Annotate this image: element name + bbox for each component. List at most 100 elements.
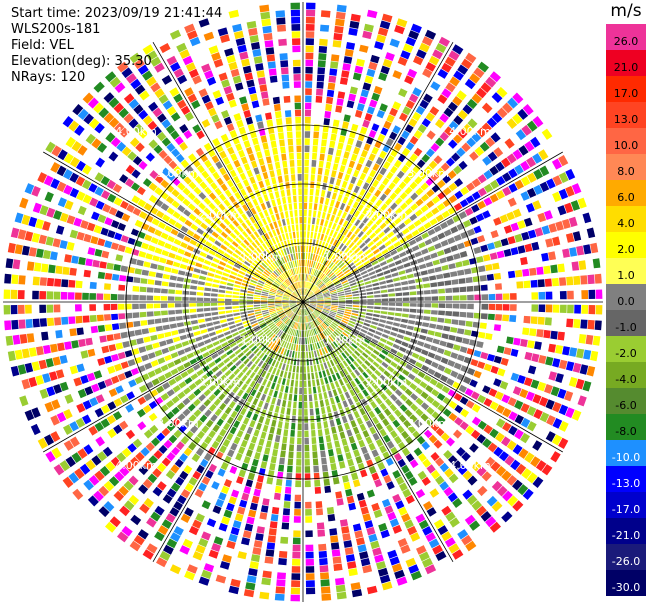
velocity-gate <box>32 276 40 286</box>
velocity-gate <box>316 379 320 386</box>
velocity-gate <box>222 422 231 431</box>
velocity-gate <box>130 367 140 376</box>
velocity-gate <box>226 286 233 291</box>
velocity-gate <box>283 225 288 233</box>
velocity-gate <box>330 308 338 311</box>
velocity-gate <box>394 379 402 387</box>
velocity-gate <box>303 231 306 238</box>
velocity-gate <box>102 446 113 457</box>
velocity-gate <box>309 238 313 246</box>
velocity-gate <box>346 325 354 330</box>
velocity-gate <box>299 288 302 296</box>
velocity-gate <box>309 275 313 282</box>
velocity-gate <box>98 485 110 497</box>
velocity-gate <box>337 346 343 354</box>
velocity-gate <box>375 268 383 274</box>
velocity-gate <box>166 538 178 549</box>
velocity-gate <box>471 191 481 201</box>
velocity-gate <box>39 304 47 313</box>
velocity-gate <box>413 130 423 139</box>
velocity-gate <box>363 23 374 33</box>
velocity-gate <box>213 398 221 407</box>
velocity-gate <box>271 506 280 515</box>
velocity-gate <box>246 20 257 29</box>
velocity-gate <box>250 363 257 371</box>
velocity-gate <box>409 459 419 469</box>
velocity-gate <box>164 225 173 233</box>
velocity-gate <box>490 461 501 472</box>
velocity-gate <box>398 414 407 423</box>
velocity-gate <box>422 68 433 78</box>
velocity-gate <box>280 189 286 197</box>
velocity-gate <box>315 95 323 103</box>
velocity-gate <box>117 373 126 382</box>
velocity-gate <box>395 476 405 485</box>
velocity-gate <box>162 214 171 222</box>
velocity-gate <box>73 377 83 387</box>
velocity-gate <box>357 334 364 340</box>
velocity-gate <box>162 494 173 504</box>
velocity-gate <box>269 323 275 329</box>
instrument-label: WLS200s-181 <box>11 22 101 37</box>
velocity-gate <box>507 495 519 507</box>
velocity-gate <box>281 378 286 386</box>
velocity-gate <box>278 312 285 317</box>
colorbar-swatch <box>606 206 646 232</box>
velocity-gate <box>161 167 171 177</box>
velocity-gate <box>171 148 181 158</box>
velocity-gate <box>353 340 360 346</box>
velocity-gate <box>210 182 218 190</box>
velocity-gate <box>161 317 169 323</box>
velocity-gate <box>139 286 147 293</box>
velocity-gate <box>303 281 305 288</box>
velocity-gate <box>316 247 320 255</box>
velocity-gate <box>410 203 419 211</box>
velocity-gate <box>134 268 142 275</box>
velocity-gate <box>287 311 293 317</box>
velocity-gate <box>175 316 183 321</box>
velocity-gate <box>493 272 502 280</box>
velocity-gate <box>266 320 273 325</box>
velocity-gate <box>180 355 188 363</box>
velocity-gate <box>127 359 136 367</box>
velocity-gate <box>274 593 285 601</box>
velocity-gate <box>569 347 578 357</box>
velocity-gate <box>474 294 481 301</box>
velocity-gate <box>307 290 311 297</box>
velocity-gate <box>303 323 305 330</box>
velocity-gate <box>82 194 92 204</box>
velocity-gate <box>297 423 302 430</box>
velocity-gate <box>390 331 398 337</box>
velocity-gate <box>367 252 374 259</box>
velocity-gate <box>458 384 467 393</box>
velocity-gate <box>220 353 228 360</box>
velocity-gate <box>304 152 310 160</box>
velocity-gate <box>165 400 175 409</box>
velocity-gate <box>416 257 425 264</box>
velocity-gate <box>150 82 161 93</box>
velocity-gate <box>242 204 249 212</box>
velocity-gate <box>455 336 463 343</box>
velocity-gate <box>156 385 165 394</box>
velocity-gate <box>25 275 33 285</box>
velocity-gate <box>263 387 269 395</box>
velocity-gate <box>305 95 312 103</box>
velocity-gate <box>360 89 369 98</box>
velocity-gate <box>223 208 231 217</box>
velocity-gate <box>298 188 302 195</box>
velocity-gate <box>205 470 214 479</box>
velocity-gate <box>467 475 478 486</box>
velocity-gate <box>212 316 219 321</box>
velocity-gate <box>323 307 330 311</box>
velocity-gate <box>271 89 280 98</box>
velocity-gate <box>348 502 357 511</box>
velocity-gate <box>389 38 400 48</box>
velocity-gate <box>175 309 183 314</box>
velocity-gate <box>251 241 258 249</box>
velocity-gate <box>313 287 319 293</box>
velocity-gate <box>225 334 233 340</box>
velocity-gate <box>271 272 278 278</box>
velocity-gate <box>348 93 357 102</box>
velocity-gate <box>308 306 314 312</box>
velocity-gate <box>381 248 389 255</box>
